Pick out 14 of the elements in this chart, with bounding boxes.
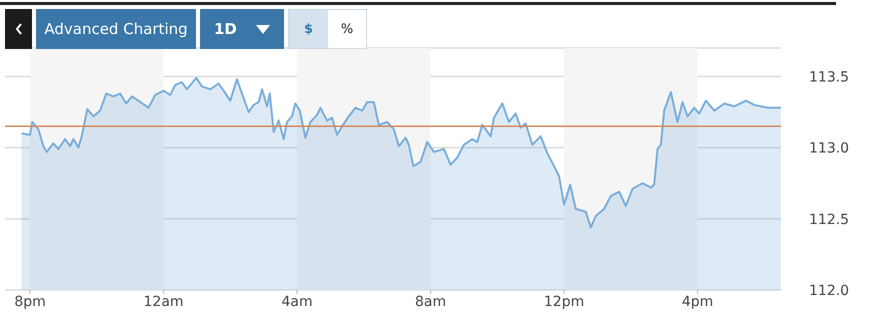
y-tick-label: 113.5: [809, 69, 850, 86]
x-tick-label: 8am: [414, 294, 446, 310]
y-tick-label: 112.0: [809, 282, 850, 299]
x-tick-label: 12pm: [544, 294, 584, 310]
x-tick-label: 4am: [281, 294, 313, 310]
y-tick-label: 113.0: [809, 140, 850, 157]
text: %: [328, 10, 366, 48]
text: $: [289, 10, 328, 48]
text: 1D: [214, 20, 237, 38]
x-tick-label: 4pm: [682, 294, 714, 310]
x-tick-label: 12am: [144, 294, 184, 310]
text: Advanced Charting: [36, 9, 196, 49]
x-tick-label: 8pm: [14, 294, 46, 310]
y-tick-label: 112.5: [809, 212, 850, 228]
